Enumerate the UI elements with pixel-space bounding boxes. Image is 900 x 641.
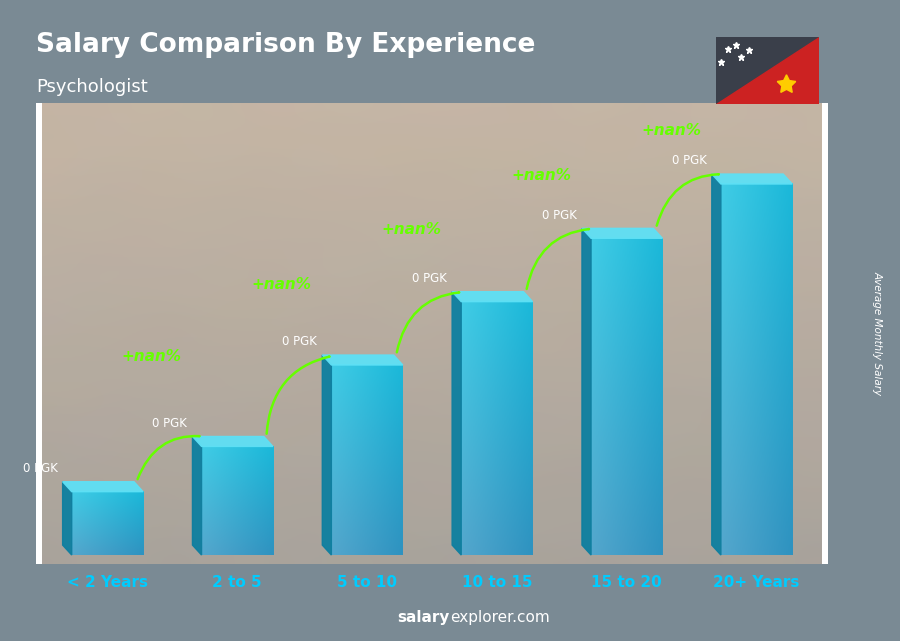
Text: 0 PGK: 0 PGK bbox=[412, 272, 447, 285]
Text: 0 PGK: 0 PGK bbox=[671, 154, 706, 167]
FancyArrowPatch shape bbox=[138, 436, 200, 479]
Text: +nan%: +nan% bbox=[641, 123, 701, 138]
FancyArrowPatch shape bbox=[657, 174, 719, 226]
Text: 0 PGK: 0 PGK bbox=[22, 462, 58, 475]
Polygon shape bbox=[63, 482, 143, 492]
Text: explorer.com: explorer.com bbox=[450, 610, 550, 625]
Text: +nan%: +nan% bbox=[382, 222, 442, 237]
Text: +nan%: +nan% bbox=[511, 168, 572, 183]
Polygon shape bbox=[452, 292, 533, 302]
Polygon shape bbox=[712, 174, 792, 184]
Text: +nan%: +nan% bbox=[252, 277, 311, 292]
Text: salary: salary bbox=[398, 610, 450, 625]
Text: 0 PGK: 0 PGK bbox=[152, 417, 187, 429]
Polygon shape bbox=[63, 482, 72, 555]
Text: 0 PGK: 0 PGK bbox=[283, 335, 317, 348]
Text: Psychologist: Psychologist bbox=[36, 78, 148, 96]
FancyArrowPatch shape bbox=[266, 356, 329, 434]
FancyArrowPatch shape bbox=[397, 292, 459, 353]
Polygon shape bbox=[716, 37, 819, 104]
Polygon shape bbox=[193, 437, 202, 555]
Polygon shape bbox=[716, 37, 819, 104]
Polygon shape bbox=[582, 228, 662, 238]
FancyArrowPatch shape bbox=[526, 229, 589, 289]
Polygon shape bbox=[322, 355, 331, 555]
Polygon shape bbox=[193, 437, 273, 446]
Text: Average Monthly Salary: Average Monthly Salary bbox=[872, 271, 883, 395]
Polygon shape bbox=[712, 174, 721, 555]
Polygon shape bbox=[452, 292, 461, 555]
Text: 0 PGK: 0 PGK bbox=[542, 208, 577, 222]
Polygon shape bbox=[322, 355, 403, 365]
Text: +nan%: +nan% bbox=[122, 349, 182, 364]
Text: Salary Comparison By Experience: Salary Comparison By Experience bbox=[36, 31, 536, 58]
Polygon shape bbox=[582, 228, 591, 555]
